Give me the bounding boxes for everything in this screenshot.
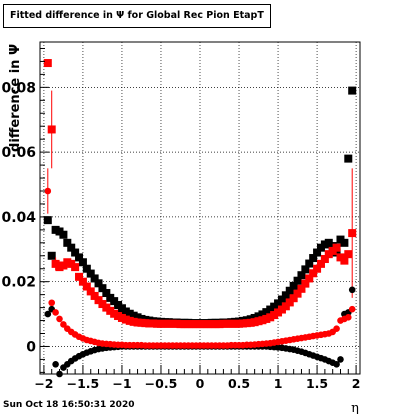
series-3 — [44, 168, 356, 349]
data-point — [86, 287, 95, 296]
data-point — [75, 253, 84, 262]
series-1 — [43, 59, 357, 329]
data-point — [297, 284, 306, 293]
x-tick-label: −0.5 — [145, 376, 178, 391]
data-point — [313, 264, 322, 273]
data-point — [320, 255, 329, 264]
data-point — [63, 238, 72, 247]
data-point — [333, 360, 340, 368]
data-point — [289, 281, 298, 290]
data-point — [344, 250, 353, 259]
timestamp: Sun Oct 18 16:50:31 2020 — [3, 400, 135, 410]
data-point — [301, 279, 310, 288]
data-point — [71, 248, 80, 257]
data-point — [344, 154, 353, 163]
data-point — [47, 125, 56, 134]
data-point — [52, 360, 59, 368]
data-point — [293, 289, 302, 298]
data-point — [309, 269, 318, 278]
data-point — [277, 295, 286, 304]
data-point — [43, 59, 52, 68]
data-marks — [43, 59, 357, 378]
x-tick-label: −1 — [112, 376, 131, 391]
data-point — [82, 282, 91, 291]
data-point — [301, 265, 310, 274]
data-point — [67, 243, 76, 252]
data-point — [43, 216, 52, 225]
data-point — [309, 254, 318, 263]
data-point — [348, 229, 357, 238]
data-point — [82, 264, 91, 273]
data-point — [305, 259, 314, 268]
data-point — [78, 277, 87, 286]
y-tick-label: 0 — [26, 339, 36, 355]
data-point — [285, 286, 294, 295]
data-point — [98, 284, 107, 293]
x-tick-label: −1.5 — [67, 376, 100, 391]
data-point — [344, 314, 352, 321]
data-point — [340, 256, 349, 265]
data-point — [348, 305, 356, 313]
x-tick-label: 1 — [274, 376, 283, 391]
data-point — [305, 274, 314, 283]
x-axis-label: η — [351, 401, 359, 414]
data-point — [94, 279, 103, 288]
y-axis-label: difference in Ψ — [8, 44, 23, 152]
data-point — [44, 310, 52, 318]
data-point — [44, 187, 52, 195]
x-tick-label: −2 — [34, 376, 53, 391]
data-point — [340, 238, 349, 247]
x-tick-label: 0 — [196, 376, 205, 391]
y-tick-label: 0.04 — [1, 210, 36, 226]
data-point — [52, 309, 59, 316]
data-point — [332, 243, 341, 252]
y-tick-label: 0.08 — [1, 80, 36, 96]
data-point — [56, 315, 63, 323]
data-point — [59, 230, 68, 239]
data-point — [337, 356, 344, 363]
data-point — [285, 298, 294, 307]
data-point — [289, 294, 298, 303]
y-tick-label: 0.02 — [1, 275, 36, 291]
data-point — [348, 286, 356, 294]
data-point — [316, 259, 325, 268]
data-point — [281, 291, 290, 300]
data-point — [78, 258, 87, 267]
data-point — [90, 274, 99, 283]
x-tick-label: 0.5 — [228, 376, 250, 391]
x-tick-label: 2 — [352, 376, 361, 391]
data-point — [71, 263, 80, 272]
x-tick-label: 1.5 — [306, 376, 328, 391]
data-point — [75, 272, 84, 281]
data-point — [333, 325, 340, 332]
y-tick-label: 0.06 — [1, 145, 36, 161]
data-point — [297, 271, 306, 280]
axis-ticks: −2 −1.5 −1 −0.5 0 0.5 1 1.5 2 0 0.02 0.04 0.06 0.08 — [1, 47, 361, 391]
chart-title: Fitted difference in Ψ for Global Rec Pi… — [3, 4, 271, 28]
data-point — [60, 321, 67, 328]
data-point — [313, 248, 322, 257]
data-point — [348, 86, 357, 95]
data-point — [90, 291, 99, 300]
data-point — [102, 289, 111, 298]
data-point — [293, 276, 302, 285]
data-point — [47, 251, 56, 260]
data-point — [48, 299, 56, 307]
data-point — [86, 269, 95, 278]
